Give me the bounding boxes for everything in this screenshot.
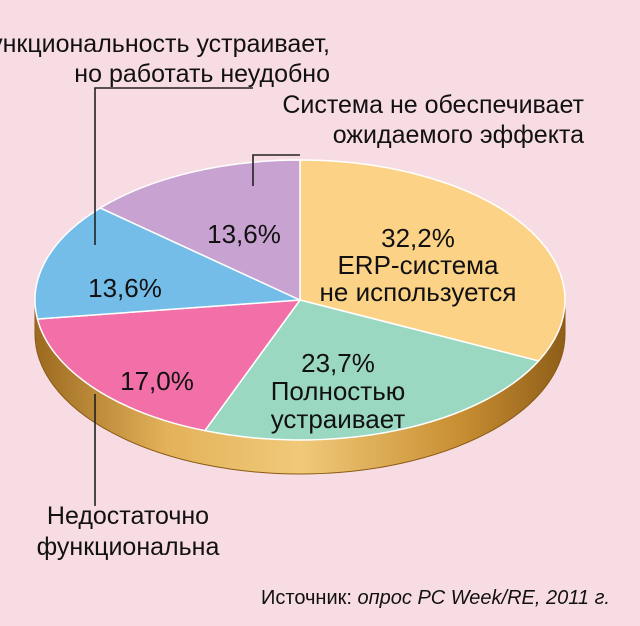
- pie-slice-5: [99, 159, 301, 301]
- slice-value-label-3: 17,0%: [120, 366, 194, 396]
- pie-slice-3: [36, 299, 301, 432]
- pie-slice-1: [299, 159, 566, 362]
- pie-slice-4: [34, 207, 301, 320]
- pie-slice-2: [204, 299, 540, 441]
- callout-label-3: Недостаточно: [47, 502, 209, 530]
- slice-value-label-1: 32,2%: [381, 223, 455, 253]
- slice-value-label-2: 23,7%: [301, 348, 375, 378]
- slice-value-label-5: 13,6%: [207, 219, 281, 249]
- source-prefix: Источник:: [261, 587, 358, 609]
- callout-label-4: Функциональность устраивает,: [0, 30, 330, 58]
- source-text: опрос PC Week/RE, 2011 г.: [358, 587, 610, 609]
- callout-label-5: Система не обеспечивает: [282, 91, 584, 119]
- callout-label-5: ожидаемого эффекта: [333, 121, 584, 149]
- pie-slices: [34, 159, 566, 441]
- callout-label-3: функциональна: [37, 533, 220, 561]
- leader-line-4: [94, 87, 253, 245]
- slice-name-label-2: устраивает: [271, 404, 406, 434]
- slice-name-label-2: Полностью: [271, 376, 406, 406]
- slice-value-label-4: 13,6%: [88, 273, 162, 303]
- slice-name-label-1: ERP-система: [337, 250, 499, 280]
- callout-label-4: но работать неудобно: [74, 60, 330, 88]
- leader-line-5: [252, 154, 300, 186]
- slice-name-label-1: не используется: [320, 277, 517, 307]
- source-note: Источник: опрос PC Week/RE, 2011 г.: [261, 587, 610, 609]
- leader-lines: [94, 87, 300, 506]
